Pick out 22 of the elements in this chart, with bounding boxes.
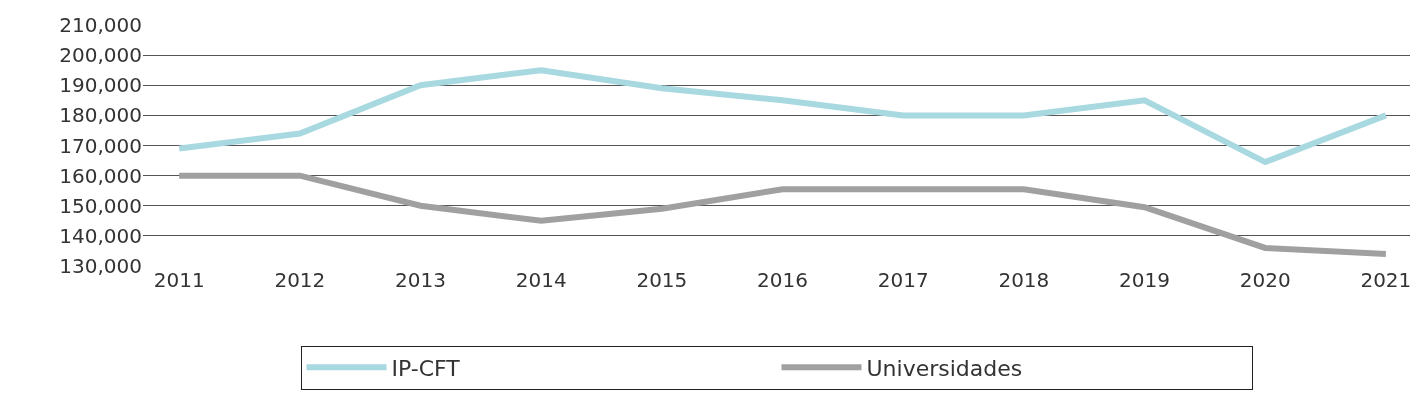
y-tick-label: 140,000 xyxy=(59,223,142,248)
x-tick-label: 2012 xyxy=(274,268,326,292)
y-tick-label: 150,000 xyxy=(59,193,142,218)
x-tick-label: 2016 xyxy=(757,268,808,292)
x-tick-label: 2013 xyxy=(395,268,446,292)
y-tick-label: 130,000 xyxy=(59,254,142,278)
x-tick-label: 2020 xyxy=(1239,268,1291,292)
y-tick-label: 160,000 xyxy=(59,163,142,188)
x-tick-label: 2014 xyxy=(515,268,567,292)
legend-label: IP-CFT xyxy=(391,355,461,381)
y-tick-label: 190,000 xyxy=(59,73,142,98)
legend-label: Universidades xyxy=(866,355,1023,381)
x-tick-label: 2011 xyxy=(153,268,205,292)
y-tick-label: 210,000 xyxy=(59,13,142,37)
x-tick-label: 2021 xyxy=(1360,268,1412,292)
x-tick-label: 2019 xyxy=(1119,268,1170,292)
y-tick-label: 170,000 xyxy=(59,133,142,158)
x-tick-label: 2017 xyxy=(877,268,929,292)
x-tick-label: 2018 xyxy=(998,268,1050,292)
x-tick-label: 2015 xyxy=(636,268,688,292)
y-tick-label: 200,000 xyxy=(59,43,142,68)
y-tick-label: 180,000 xyxy=(59,103,142,128)
